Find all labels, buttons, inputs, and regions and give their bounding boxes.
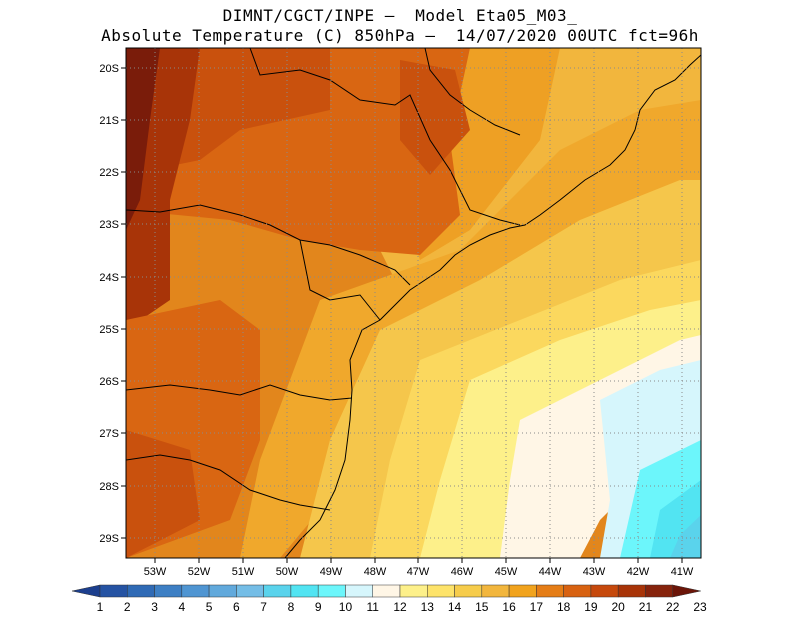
colorbar-label: 7	[260, 600, 267, 614]
lat-label: 21S	[99, 115, 119, 127]
colorbar-label: 21	[639, 600, 653, 614]
colorbar-swatch	[290, 584, 319, 598]
lon-label: 42W	[627, 566, 650, 578]
colorbar-swatch	[645, 584, 673, 598]
coastline-and-borders	[126, 48, 701, 558]
lon-label: 48W	[364, 566, 387, 578]
lat-label: 20S	[99, 63, 119, 75]
longitude-labels: 53W 52W 51W 50W 49W 48W 47W 46W 45W 44W …	[144, 566, 694, 578]
colorbar-swatch	[263, 584, 292, 598]
colorbar-swatch	[208, 584, 237, 598]
colorbar-label: 3	[151, 600, 158, 614]
lon-label: 52W	[188, 566, 211, 578]
lat-label: 29S	[99, 533, 119, 545]
lat-label: 22S	[99, 167, 119, 179]
colorbar: 1 2 3 4 5 6 7 8 9 10 11 12 13 14 15 16 17 18 19 20 21 22 23	[71, 584, 707, 614]
colorbar-swatch	[154, 584, 183, 598]
colorbar-label: 19	[584, 600, 598, 614]
colorbar-label: 22	[666, 600, 680, 614]
map-frame	[125, 47, 702, 559]
colorbar-swatch	[508, 584, 537, 598]
temperature-field	[126, 48, 701, 558]
lon-label: 44W	[539, 566, 562, 578]
colorbar-label: 6	[233, 600, 240, 614]
colorbar-label: 1	[97, 600, 104, 614]
colorbar-swatch	[317, 584, 346, 598]
lon-label: 51W	[232, 566, 255, 578]
lat-label: 23S	[99, 219, 119, 231]
colorbar-swatch	[99, 584, 128, 598]
gridlines	[126, 48, 701, 558]
colorbar-label: 16	[502, 600, 516, 614]
lon-label: 49W	[320, 566, 343, 578]
colorbar-label: 4	[178, 600, 185, 614]
colorbar-label: 8	[288, 600, 295, 614]
colorbar-swatch	[481, 584, 510, 598]
colorbar-swatch	[236, 584, 264, 598]
colorbar-label: 12	[393, 600, 407, 614]
colorbar-swatch	[127, 584, 155, 598]
lon-label: 45W	[495, 566, 518, 578]
lat-label: 24S	[99, 272, 119, 284]
axis-ticks	[121, 67, 683, 563]
colorbar-label: 10	[339, 600, 353, 614]
colorbar-label: 17	[530, 600, 544, 614]
colorbar-label: 13	[421, 600, 435, 614]
latitude-labels: 20S 21S 22S 23S 24S 25S 26S 27S 28S 29S	[99, 63, 119, 545]
colorbar-label: 23	[693, 600, 707, 614]
lat-label: 28S	[99, 481, 119, 493]
colorbar-label: 2	[124, 600, 131, 614]
colorbar-label: 11	[366, 600, 379, 614]
colorbar-label: 18	[557, 600, 571, 614]
lon-label: 43W	[583, 566, 606, 578]
map-title-line-1: DIMNT/CGCT/INPE – Model Eta05_M03_	[222, 6, 578, 25]
map-title-line-2: Absolute Temperature (C) 850hPa – 14/07/…	[101, 26, 699, 45]
lat-label: 25S	[99, 324, 119, 336]
colorbar-label: 14	[448, 600, 462, 614]
colorbar-swatch	[372, 584, 401, 598]
lat-label: 26S	[99, 376, 119, 388]
colorbar-swatch	[590, 584, 619, 598]
colorbar-arrow-left	[71, 584, 101, 598]
lat-label: 27S	[99, 428, 119, 440]
colorbar-arrow-right	[672, 584, 701, 598]
colorbar-swatch	[399, 584, 428, 598]
colorbar-swatch	[181, 584, 210, 598]
colorbar-swatch	[427, 584, 455, 598]
lon-label: 41W	[671, 566, 694, 578]
colorbar-swatch	[617, 584, 646, 598]
colorbar-label: 20	[612, 600, 626, 614]
lon-label: 50W	[276, 566, 299, 578]
colorbar-swatch	[563, 584, 592, 598]
lon-label: 47W	[407, 566, 430, 578]
lon-label: 53W	[144, 566, 167, 578]
colorbar-label: 5	[206, 600, 213, 614]
colorbar-swatch	[345, 584, 373, 598]
colorbar-swatch	[536, 584, 564, 598]
colorbar-label: 15	[475, 600, 489, 614]
lon-label: 46W	[451, 566, 474, 578]
colorbar-label: 9	[315, 600, 322, 614]
colorbar-swatch	[454, 584, 483, 598]
